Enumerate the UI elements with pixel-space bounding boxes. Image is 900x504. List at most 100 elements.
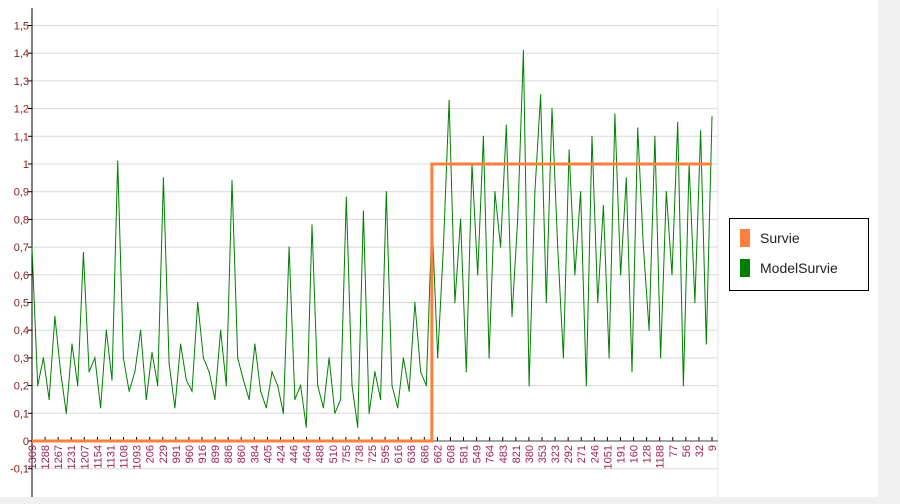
modelsurvie-point (345, 196, 347, 198)
x-tick-label: 160 (629, 445, 641, 463)
x-tick-label: 1108 (119, 445, 131, 469)
modelsurvie-point (208, 371, 210, 373)
modelsurvie-point (608, 357, 610, 359)
modelsurvie-point (459, 218, 462, 220)
modelsurvie-point (48, 398, 50, 401)
modelsurvie-point (614, 113, 616, 115)
y-tick-label: 0 (23, 436, 29, 448)
y-tick-label: 0,2 (14, 381, 29, 393)
modelsurvie-point (294, 398, 296, 401)
x-tick-label: 1207 (79, 445, 91, 469)
x-tick-label: 510 (328, 445, 340, 463)
x-tick-label: 353 (537, 445, 549, 463)
modelsurvie-point (231, 180, 233, 182)
x-tick-label: 405 (262, 445, 274, 463)
x-tick-label: 424 (275, 445, 287, 463)
x-tick-label: 616 (393, 445, 405, 463)
y-tick-label: 1,5 (14, 21, 29, 33)
modelsurvie-point (168, 362, 170, 365)
y-tick-label: 1 (23, 159, 29, 171)
modelsurvie-point (437, 357, 439, 359)
modelsurvie-point (145, 398, 147, 401)
x-tick-label: 1188 (655, 445, 667, 469)
modelsurvie-point (511, 315, 513, 317)
modelsurvie-point (77, 385, 79, 387)
modelsurvie-point (174, 407, 176, 409)
modelsurvie-point (379, 398, 382, 401)
x-tick-label: 725 (367, 445, 379, 463)
modelsurvie-point (117, 160, 119, 162)
x-tick-label: 483 (498, 445, 510, 463)
x-tick-label: 292 (563, 445, 575, 463)
x-tick-label: 206 (145, 445, 157, 463)
modelsurvie-point (654, 135, 656, 137)
x-tick-label: 764 (485, 445, 497, 463)
modelsurvie-point (711, 116, 713, 118)
modelsurvie-point (248, 398, 250, 401)
modelsurvie-point (528, 385, 530, 387)
y-tick-label: 0,5 (14, 298, 29, 310)
modelsurvie-point (465, 371, 467, 373)
bottom-gutter (0, 497, 900, 504)
modelsurvie-point (602, 204, 605, 207)
modelsurvie-point (579, 191, 582, 193)
modelsurvie-point (442, 246, 445, 248)
modelsurvie-point (311, 224, 313, 226)
modelsurvie-point (42, 357, 45, 359)
y-tick-label: 0,6 (14, 270, 29, 282)
modelsurvie-point (82, 252, 85, 254)
x-tick-label: 1267 (53, 445, 65, 469)
modelsurvie-point (31, 246, 33, 248)
modelsurvie-point (677, 121, 679, 124)
modelsurvie-point (642, 246, 645, 248)
x-tick-label: 755 (341, 445, 353, 463)
x-tick-label: 821 (511, 445, 523, 463)
modelsurvie-point (545, 301, 547, 304)
x-tick-label: 581 (459, 445, 471, 463)
x-tick-label: 191 (615, 445, 627, 463)
modelsurvie-point (534, 191, 536, 193)
modelsurvie-point (179, 343, 182, 345)
chart: -0,1 0 0,1 0,2 0,3 0,4 0,5 0,6 0,7 0,8 0,9 1 1,1 1,2 1… (10, 8, 719, 497)
x-tick-label: 960 (184, 445, 196, 463)
modelsurvie-point (242, 379, 245, 381)
x-tick-label: 446 (289, 445, 301, 463)
modelsurvie-point (488, 357, 490, 359)
x-tick-label: 1051 (602, 445, 614, 469)
y-tick-label: 0,7 (14, 242, 29, 254)
modelsurvie-point (59, 371, 62, 373)
modelsurvie-point (591, 135, 593, 137)
modelsurvie-point (99, 407, 102, 409)
modelsurvie-point (648, 329, 650, 331)
x-tick-label: 991 (171, 445, 183, 463)
modelsurvie-point (202, 357, 205, 359)
modelsurvie-point (499, 246, 502, 248)
modelsurvie-point (328, 357, 330, 359)
x-tick-label: 1093 (132, 445, 144, 469)
y-tick-label: -0,1 (10, 464, 29, 476)
x-tick-label: 9 (707, 445, 719, 451)
y-tick-label: 0,3 (14, 353, 29, 365)
modelsurvie-point (197, 301, 199, 304)
modelsurvie-point (157, 385, 159, 387)
modelsurvie-point (151, 351, 153, 353)
x-tick-label: 1131 (105, 445, 117, 469)
y-tick-label: 0,1 (14, 408, 29, 420)
legend-swatch-survie (740, 229, 750, 247)
modelsurvie-point (219, 329, 222, 331)
modelsurvie-point (414, 301, 416, 304)
modelsurvie-point (699, 130, 702, 132)
modelsurvie-point (128, 390, 130, 392)
modelsurvie-point (374, 371, 376, 373)
modelsurvie-point (597, 301, 599, 304)
modelsurvie-point (265, 407, 267, 409)
x-tick-label: 464 (302, 445, 314, 463)
modelsurvie-point (225, 385, 227, 387)
modelsurvie-point (539, 94, 542, 96)
x-tick-label: 488 (315, 445, 327, 463)
modelsurvie-point (111, 379, 113, 381)
modelsurvie-point (391, 385, 393, 387)
modelsurvie-point (397, 407, 399, 409)
modelsurvie-point (139, 329, 142, 331)
modelsurvie-point (482, 135, 485, 137)
